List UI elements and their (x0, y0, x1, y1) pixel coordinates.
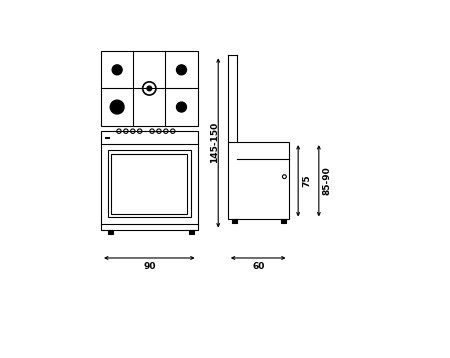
Bar (281, 219, 286, 223)
Text: 85-90: 85-90 (323, 166, 332, 195)
Text: 60: 60 (252, 262, 265, 271)
Circle shape (110, 100, 124, 114)
Bar (189, 231, 194, 234)
Bar (108, 231, 113, 234)
Circle shape (112, 65, 122, 75)
Bar (232, 219, 237, 223)
Text: 90: 90 (143, 262, 156, 271)
Text: 75: 75 (302, 174, 311, 187)
Bar (111, 154, 187, 214)
Bar (108, 150, 191, 217)
Bar (101, 51, 198, 126)
Text: 145-150: 145-150 (210, 122, 219, 163)
Bar (228, 142, 288, 219)
Circle shape (176, 65, 186, 75)
Bar (101, 131, 198, 231)
Circle shape (147, 86, 152, 91)
Circle shape (176, 102, 186, 112)
